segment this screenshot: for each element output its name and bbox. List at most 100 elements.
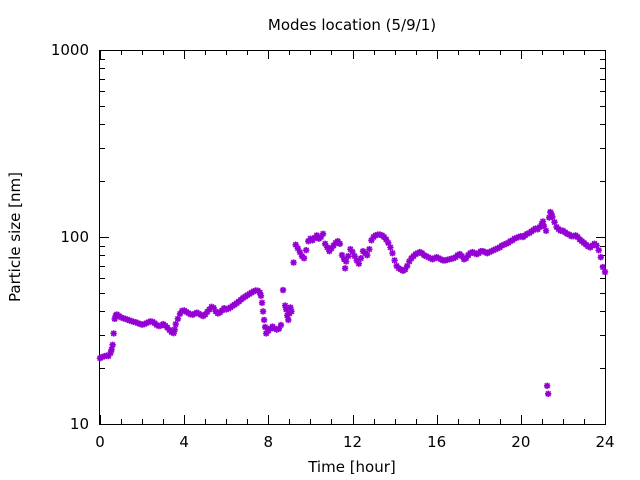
data-point: [319, 230, 327, 238]
data-point: [108, 346, 115, 353]
data-point: [539, 218, 547, 225]
data-point: [140, 320, 148, 328]
data-point: [492, 246, 499, 253]
data-point: [110, 330, 117, 337]
data-point: [172, 320, 179, 328]
data-point: [170, 329, 177, 337]
data-point: [281, 302, 289, 309]
data-point: [176, 310, 184, 318]
data-point: [349, 248, 356, 256]
data-point: [257, 292, 265, 299]
data-point: [300, 255, 308, 262]
data-point: [326, 247, 333, 255]
data-point: [502, 240, 510, 247]
data-point: [283, 306, 290, 313]
data-point: [462, 255, 470, 262]
data-point: [368, 237, 375, 244]
data-point: [385, 239, 392, 247]
data-point: [111, 315, 118, 323]
y-tick-labels: 10 100 1000: [51, 41, 89, 433]
data-point: [391, 257, 398, 264]
data-point: [498, 242, 506, 249]
data-point: [458, 252, 466, 260]
data-point: [109, 341, 116, 349]
data-points: [96, 208, 609, 398]
data-point: [345, 252, 352, 260]
data-point: [486, 248, 493, 256]
data-point: [288, 308, 295, 315]
data-point: [275, 325, 283, 332]
data-point: [328, 245, 335, 252]
x-tick-label: 0: [95, 433, 105, 451]
data-point: [303, 246, 310, 254]
data-point: [364, 251, 371, 259]
data-point: [208, 303, 215, 311]
data-point: [540, 223, 548, 230]
x-tick-label: 8: [264, 433, 274, 451]
data-point: [536, 223, 543, 231]
data-point: [551, 218, 558, 226]
data-point: [277, 321, 285, 329]
chart-title: Modes location (5/9/1): [268, 16, 436, 34]
data-point: [317, 233, 325, 241]
data-point: [153, 321, 161, 329]
data-point: [250, 288, 257, 295]
plot-frame: [99, 50, 606, 425]
data-point: [507, 237, 514, 245]
data-point: [210, 304, 217, 312]
data-point: [258, 299, 266, 306]
data-point: [290, 259, 297, 266]
data-point: [124, 316, 131, 323]
data-point: [324, 244, 331, 251]
data-point: [500, 241, 508, 248]
x-tick-label: 24: [595, 433, 614, 451]
data-point: [357, 255, 365, 262]
data-point: [321, 240, 329, 247]
x-tick-label: 16: [427, 433, 446, 451]
data-point: [542, 227, 550, 234]
data-point: [202, 311, 209, 318]
data-point: [351, 252, 358, 260]
data-point: [294, 245, 301, 252]
data-point: [261, 323, 269, 331]
data-point: [548, 210, 555, 218]
data-point: [132, 319, 139, 326]
data-point: [259, 308, 267, 315]
data-point: [292, 241, 299, 248]
data-point: [105, 352, 112, 360]
data-point: [342, 258, 350, 265]
data-point: [296, 248, 304, 256]
data-point: [511, 235, 518, 242]
data-point: [494, 245, 501, 252]
x-tick-label: 4: [179, 433, 189, 451]
x-axis-label: Time [hour]: [307, 458, 396, 476]
data-point: [143, 319, 150, 327]
x-tick-label: 12: [343, 433, 362, 451]
y-tick-label: 100: [60, 228, 89, 246]
data-point: [171, 326, 178, 333]
data-point: [584, 243, 592, 250]
data-point: [145, 319, 152, 326]
data-point: [544, 390, 552, 398]
data-point: [279, 286, 287, 294]
data-point: [401, 266, 409, 273]
data-point: [513, 234, 520, 242]
data-point: [256, 289, 264, 296]
data-point: [353, 257, 360, 264]
data-point: [285, 316, 292, 324]
data-point: [599, 263, 607, 271]
data-point: [107, 349, 114, 357]
data-point: [595, 246, 602, 254]
data-point: [338, 251, 346, 259]
data-point: [174, 315, 182, 323]
data-point: [336, 240, 344, 247]
data-point: [382, 236, 390, 243]
data-point: [313, 232, 320, 239]
x-tick-label: 20: [511, 433, 530, 451]
data-point: [387, 244, 394, 251]
y-tick-label: 10: [70, 415, 89, 433]
data-point: [488, 247, 495, 255]
data-point: [366, 246, 373, 253]
data-point: [597, 253, 604, 261]
